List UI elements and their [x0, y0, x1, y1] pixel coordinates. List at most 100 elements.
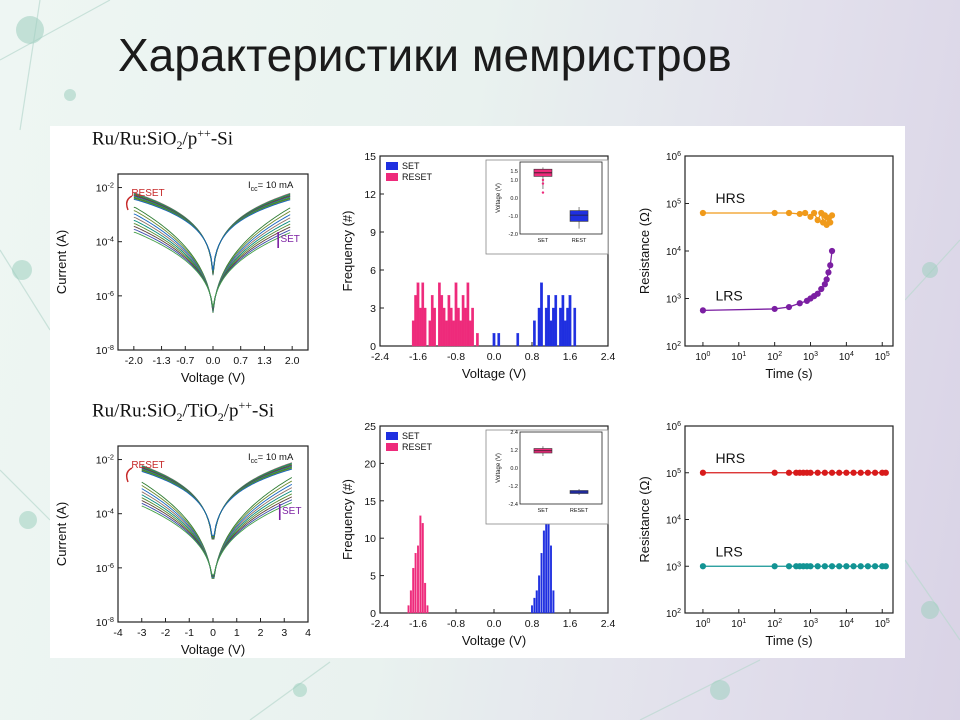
y-tick-label: 12 — [364, 189, 376, 201]
x-tick-label: 104 — [839, 618, 854, 630]
x-tick-label: 0.0 — [487, 351, 502, 363]
x-tick-label: -2 — [161, 627, 170, 639]
y-tick-label: 20 — [364, 458, 376, 470]
iv-chart-top: Ru/Ru:SiO2/p++-Si -2.0 -1.3 -0.7 0.0 0.7 1.3 2… — [50, 126, 320, 391]
hist-bar — [421, 523, 424, 614]
hist-bar — [471, 307, 474, 347]
ret-point — [827, 219, 834, 226]
hist-bar — [563, 320, 567, 347]
hist-bar — [414, 295, 417, 347]
ret-point — [823, 276, 830, 283]
y-tick-label: 10-2 — [96, 453, 114, 467]
ret-point — [864, 469, 871, 476]
ret-point — [864, 563, 871, 570]
hist-bar — [419, 307, 422, 347]
inset-y-tick: 0.0 — [510, 466, 518, 472]
x-axis-label: Voltage (V) — [462, 633, 526, 648]
x-tick-label: 103 — [803, 618, 818, 630]
hist-bar — [516, 333, 520, 347]
hist-bar — [573, 307, 577, 347]
hist-bar — [540, 553, 543, 614]
ret-point — [802, 209, 809, 217]
y-tick-label: 0 — [370, 608, 376, 620]
histogram-bottom: -2.4 -1.6 -0.8 0.0 0.8 1.6 2.4 0 5 10 15 20 25 Voltag… — [340, 416, 615, 658]
x-tick-label: 4 — [305, 627, 311, 639]
legend-swatch — [386, 443, 398, 451]
inset-x-cat: REST — [572, 238, 587, 244]
ret-point — [785, 469, 793, 476]
x-tick-label: 3 — [281, 627, 287, 639]
iv-svg: -2.0 -1.3 -0.7 0.0 0.7 1.3 2.0 10-8 10-6 10-4 10-2… — [54, 173, 309, 385]
hist-bar — [414, 553, 417, 614]
x-tick-label: 0.8 — [525, 618, 540, 630]
y-tick-label: 10-8 — [96, 343, 114, 357]
hist-svg: -2.4 -1.6 -0.8 0.0 0.8 1.6 2.4 0 3 6 9 12 15 Voltage … — [340, 151, 615, 381]
hist-bar — [497, 333, 501, 347]
x-tick-label: 105 — [875, 351, 890, 363]
hist-bar — [421, 282, 425, 347]
hist-bar — [566, 307, 569, 347]
x-tick-label: -0.8 — [447, 351, 465, 363]
hist-bar — [550, 545, 552, 614]
iv-curve — [133, 199, 291, 271]
y-axis-label: Current (A) — [54, 502, 69, 566]
iv-curve — [141, 468, 292, 537]
title-part: /p — [223, 400, 239, 422]
legend-label: SET — [402, 161, 420, 171]
hist-bar — [537, 307, 541, 347]
hist-bar — [568, 295, 572, 347]
inset-frame — [485, 429, 609, 525]
y-tick-label: 103 — [666, 561, 681, 573]
inset-x-cat: RESET — [570, 508, 589, 514]
inset-outlier — [541, 191, 545, 194]
y-tick-label: 6 — [370, 265, 376, 277]
legend-label: RESET — [402, 442, 433, 452]
hist-bar — [554, 295, 558, 347]
ret-point — [814, 217, 821, 224]
ret-point — [807, 563, 814, 570]
y-tick-label: 106 — [666, 421, 681, 433]
x-tick-label: 2.0 — [285, 355, 300, 367]
set-label: SET — [282, 506, 301, 517]
ret-frame — [684, 155, 894, 347]
hist-bar — [417, 545, 419, 614]
hist-bar — [466, 282, 470, 347]
x-tick-label: 2 — [258, 627, 264, 639]
ret-point — [807, 469, 814, 476]
y-tick-label: 105 — [666, 199, 681, 211]
ret-point — [814, 469, 821, 476]
hist-bar — [476, 333, 479, 347]
iv-curve — [133, 231, 291, 308]
inset-box — [569, 210, 589, 222]
ret-point — [827, 262, 834, 269]
hist-bar — [409, 590, 412, 614]
reset-arrow — [125, 467, 133, 483]
reset-label: RESET — [131, 460, 164, 471]
x-tick-label: 0.7 — [233, 355, 248, 367]
x-tick-label: 2.4 — [601, 618, 616, 630]
ret-point — [836, 563, 843, 570]
ret-point — [785, 303, 793, 311]
retention-bottom: 100 101 102 103 104 105 102 103 104 105 106 Time (s… — [635, 416, 905, 658]
hist-bar — [492, 333, 496, 347]
iv-curve — [133, 206, 291, 313]
inset-y-tick: 2.4 — [510, 430, 518, 436]
x-axis-label: Voltage (V) — [462, 366, 526, 381]
inset-y-tick: 0.0 — [510, 196, 518, 202]
y-tick-label: 10-6 — [96, 561, 114, 575]
hist-bar — [411, 320, 415, 347]
inset-x-cat: SET — [538, 238, 549, 244]
hist-bar — [412, 567, 415, 614]
series-label: LRS — [715, 543, 742, 559]
x-tick-label: -1.3 — [152, 355, 170, 367]
ret-point — [818, 285, 825, 293]
hist-bar — [440, 295, 444, 347]
title-part: Ru/Ru:SiO — [92, 128, 177, 150]
legend-swatch — [386, 432, 398, 440]
ret-point — [699, 307, 707, 314]
inset-y-tick: -2.4 — [509, 502, 518, 508]
ret-point — [821, 469, 828, 476]
hist-bar — [533, 597, 536, 614]
x-tick-label: -1.6 — [409, 351, 427, 363]
